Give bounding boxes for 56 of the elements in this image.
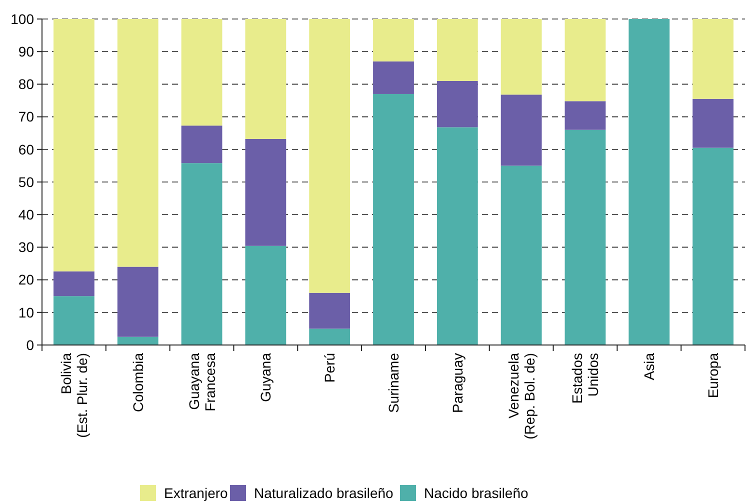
bar — [500, 94, 542, 166]
x-tick-label: Guyana — [258, 352, 274, 402]
bar — [564, 101, 606, 130]
x-tick-label: Suriname — [386, 352, 402, 413]
x-tick-label: Venezuela (Rep. Bol. de) — [505, 352, 538, 440]
bar — [245, 246, 286, 345]
bar — [309, 292, 350, 329]
bar — [181, 163, 222, 345]
bar — [54, 271, 94, 296]
x-tick-label: Europa — [705, 352, 722, 398]
y-tick-label: 50 — [18, 174, 34, 190]
bar — [692, 148, 734, 345]
bar — [692, 19, 734, 99]
bar — [564, 130, 606, 345]
y-tick-label: 10 — [18, 304, 34, 320]
x-tick-label: Colombia — [130, 352, 146, 412]
bar — [245, 138, 286, 246]
bar — [117, 336, 158, 345]
x-tick-label: Bolivia (Est. Plur. de) — [58, 352, 90, 438]
y-tick-label: 80 — [18, 76, 34, 92]
y-tick-label: 20 — [18, 272, 34, 288]
bar — [436, 80, 478, 128]
bar — [373, 94, 414, 345]
x-tick-label: Guayana Francesa — [186, 352, 218, 412]
y-tick-label: 70 — [18, 108, 34, 125]
x-tick-label: Asia — [641, 352, 658, 380]
bar — [309, 19, 350, 293]
x-tick-label: Perú — [322, 353, 338, 383]
y-tick-label: 40 — [18, 206, 34, 222]
bar — [181, 19, 222, 126]
y-tick-label: 0 — [26, 336, 34, 353]
bar — [54, 296, 94, 345]
bar — [500, 166, 542, 345]
bar — [117, 19, 158, 267]
bar — [436, 127, 478, 345]
y-tick-label: 90 — [18, 44, 34, 60]
y-tick-label: 60 — [18, 141, 34, 158]
bar — [564, 19, 606, 102]
legend-label: Nacido brasileño — [424, 485, 528, 501]
bar — [181, 126, 222, 164]
legend-label: Extranjero — [164, 485, 228, 501]
bar — [628, 19, 670, 345]
x-tick-label: Paraguay — [449, 353, 466, 413]
bar — [117, 266, 158, 337]
bar — [54, 19, 94, 272]
y-tick-label: 30 — [18, 239, 34, 256]
bar — [500, 19, 542, 95]
y-tick-label: 100 — [10, 10, 34, 27]
bar — [692, 98, 734, 148]
bar — [373, 19, 414, 62]
bar — [245, 19, 286, 139]
x-tick-label: Estados Unidos — [569, 353, 602, 404]
legend-label: Naturalizado brasileño — [254, 485, 394, 501]
bar — [436, 19, 478, 81]
bar — [373, 61, 414, 94]
bar — [309, 328, 350, 345]
